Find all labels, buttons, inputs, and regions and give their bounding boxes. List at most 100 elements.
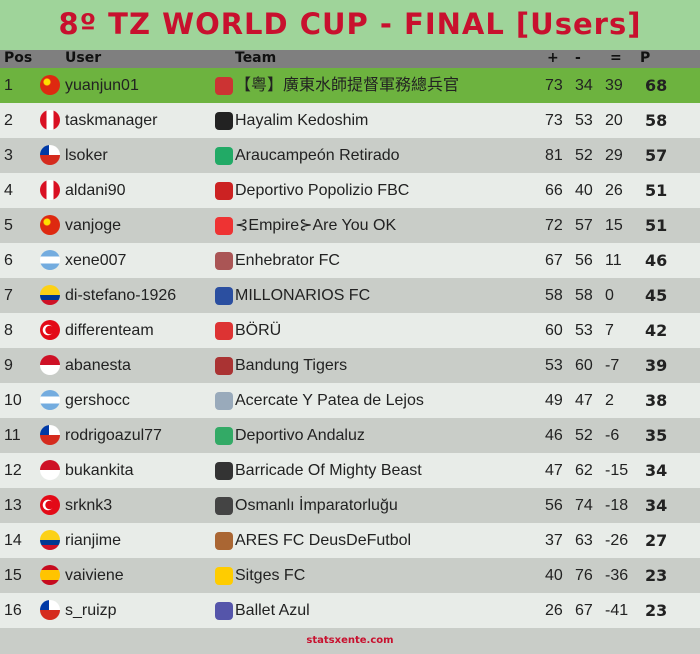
row-user[interactable]: bukankita [65, 462, 134, 479]
standings-table: 1 yuanjun01 【粤】廣東水師提督軍務總兵官 73 34 39 68 2 … [0, 68, 700, 628]
row-team[interactable]: Enhebrator FC [235, 252, 340, 269]
row-plus: 46 [545, 427, 563, 444]
row-points: 51 [645, 181, 668, 200]
row-team[interactable]: BÖRÜ [235, 322, 282, 339]
row-team[interactable]: Hayalim Kedoshim [235, 112, 369, 129]
country-flag-icon [40, 110, 60, 130]
row-user[interactable]: vanjoge [65, 217, 122, 234]
row-pos: 13 [4, 497, 22, 514]
row-pos: 7 [4, 287, 13, 304]
row-team[interactable]: Araucampeón Retirado [235, 147, 400, 164]
header-minus: - [575, 50, 581, 66]
row-diff: 39 [605, 77, 623, 94]
row-team[interactable]: Acercate Y Patea de Lejos [235, 392, 424, 409]
table-row: 8 differenteam BÖRÜ 60 53 7 42 [0, 313, 700, 348]
row-team[interactable]: Deportivo Popolizio FBC [235, 182, 410, 199]
country-flag-icon [40, 320, 60, 340]
header-team: Team [235, 50, 277, 66]
team-crest-icon [215, 567, 233, 585]
country-flag-icon [40, 250, 60, 270]
row-user[interactable]: yuanjun01 [65, 77, 139, 94]
row-plus: 73 [545, 112, 563, 129]
row-user[interactable]: abanesta [65, 357, 131, 374]
row-team[interactable]: Deportivo Andaluz [235, 427, 365, 444]
row-diff: 29 [605, 147, 623, 164]
team-crest-icon [215, 182, 233, 200]
row-diff: 11 [605, 252, 622, 269]
row-diff: 20 [605, 112, 623, 129]
row-diff: -41 [605, 602, 629, 619]
table-row: 2 taskmanager Hayalim Kedoshim 73 53 20 … [0, 103, 700, 138]
table-header: Pos User Team + - = P [0, 50, 700, 68]
row-pos: 14 [4, 532, 22, 549]
row-pos: 11 [4, 427, 21, 444]
row-user[interactable]: taskmanager [65, 112, 158, 129]
row-team[interactable]: ARES FC DeusDeFutbol [235, 532, 412, 549]
row-minus: 47 [575, 392, 593, 409]
header-user: User [65, 50, 102, 66]
row-user[interactable]: aldani90 [65, 182, 126, 199]
row-pos: 10 [4, 392, 22, 409]
table-row: 5 vanjoge ⊰Empire⊱Are You OK 72 57 15 51 [0, 208, 700, 243]
row-plus: 58 [545, 287, 563, 304]
table-row: 11 rodrigoazul77 Deportivo Andaluz 46 52… [0, 418, 700, 453]
row-user[interactable]: di-stefano-1926 [65, 287, 177, 304]
row-user[interactable]: gershocc [65, 392, 130, 409]
row-team[interactable]: ⊰Empire⊱Are You OK [235, 217, 397, 234]
row-diff: 26 [605, 182, 623, 199]
row-team[interactable]: MILLONARIOS FC [235, 287, 371, 304]
row-diff: -26 [605, 532, 629, 549]
row-diff: 15 [605, 217, 623, 234]
row-team[interactable]: Barricade Of Mighty Beast [235, 462, 422, 479]
row-minus: 60 [575, 357, 593, 374]
team-crest-icon [215, 112, 233, 130]
team-crest-icon [215, 217, 233, 235]
country-flag-icon [40, 600, 60, 620]
team-crest-icon [215, 462, 233, 480]
team-crest-icon [215, 427, 233, 445]
country-flag-icon [40, 495, 60, 515]
row-diff: -6 [605, 427, 620, 444]
table-row: 13 srknk3 Osmanlı İmparatorluğu 56 74 -1… [0, 488, 700, 523]
row-user[interactable]: lsoker [65, 147, 108, 164]
row-user[interactable]: rodrigoazul77 [65, 427, 162, 444]
row-plus: 56 [545, 497, 563, 514]
table-row: 16 s_ruizp Ballet Azul 26 67 -41 23 [0, 593, 700, 628]
row-user[interactable]: s_ruizp [65, 602, 117, 619]
team-crest-icon [215, 77, 233, 95]
row-plus: 37 [545, 532, 563, 549]
header-plus: + [547, 50, 559, 66]
country-flag-icon [40, 460, 60, 480]
row-pos: 8 [4, 322, 13, 339]
row-pos: 9 [4, 357, 13, 374]
table-row: 15 vaiviene Sitges FC 40 76 -36 23 [0, 558, 700, 593]
row-user[interactable]: differenteam [65, 322, 154, 339]
row-plus: 67 [545, 252, 563, 269]
row-points: 68 [645, 76, 668, 95]
team-crest-icon [215, 497, 233, 515]
country-flag-icon [40, 530, 60, 550]
table-row: 7 di-stefano-1926 MILLONARIOS FC 58 58 0… [0, 278, 700, 313]
row-user[interactable]: rianjime [65, 532, 122, 549]
row-team[interactable]: 【粤】廣東水師提督軍務總兵官 [235, 77, 460, 94]
row-user[interactable]: srknk3 [65, 497, 113, 514]
row-plus: 81 [545, 147, 563, 164]
row-team[interactable]: Ballet Azul [235, 602, 310, 619]
row-minus: 56 [575, 252, 593, 269]
row-minus: 53 [575, 322, 593, 339]
row-user[interactable]: xene007 [65, 252, 127, 269]
row-team[interactable]: Osmanlı İmparatorluğu [235, 497, 398, 514]
row-team[interactable]: Sitges FC [235, 567, 306, 584]
row-minus: 52 [575, 427, 593, 444]
table-row: 4 aldani90 Deportivo Popolizio FBC 66 40… [0, 173, 700, 208]
row-points: 51 [645, 216, 668, 235]
row-team[interactable]: Bandung Tigers [235, 357, 348, 374]
page-title: 8º TZ WORLD CUP - FINAL [Users] [0, 0, 700, 50]
row-user[interactable]: vaiviene [65, 567, 124, 584]
country-flag-icon [40, 390, 60, 410]
table-row: 3 lsoker Araucampeón Retirado 81 52 29 5… [0, 138, 700, 173]
row-plus: 72 [545, 217, 563, 234]
row-plus: 73 [545, 77, 563, 94]
footer-link[interactable]: statsxente.com [306, 635, 394, 646]
row-pos: 6 [4, 252, 13, 269]
